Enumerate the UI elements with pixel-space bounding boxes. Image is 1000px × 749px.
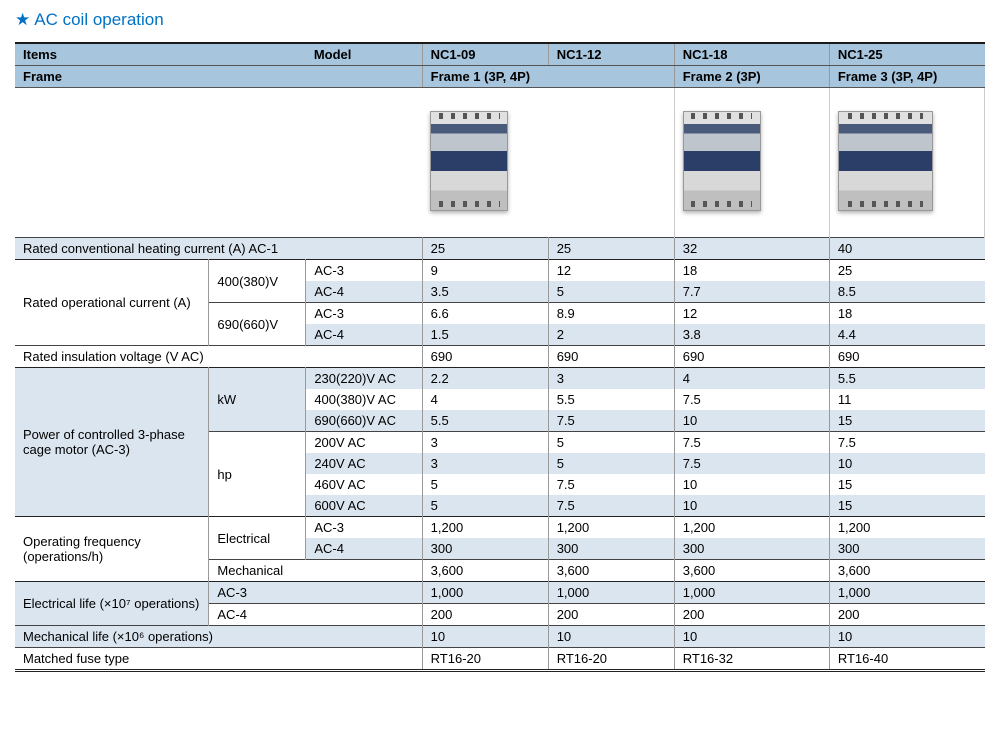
hdr-nc12: NC1-12 [548, 43, 674, 66]
star-icon: ★ [15, 10, 30, 29]
row-roc-1: Rated operational current (A) 400(380)V … [15, 260, 985, 282]
hdr-frame2: Frame 2 (3P) [674, 66, 829, 88]
image-row [15, 88, 985, 238]
section-title: ★AC coil operation [15, 10, 985, 30]
hdr-frame: Frame [15, 66, 422, 88]
hdr-nc25: NC1-25 [829, 43, 984, 66]
row-rchc: Rated conventional heating current (A) A… [15, 238, 985, 260]
header-row-1: Items Model NC1-09 NC1-12 NC1-18 NC1-25 [15, 43, 985, 66]
row-riv: Rated insulation voltage (V AC) 690 690 … [15, 346, 985, 368]
row-pcm-1: Power of controlled 3-phase cage motor (… [15, 368, 985, 390]
spec-table: Items Model NC1-09 NC1-12 NC1-18 NC1-25 … [15, 42, 985, 672]
row-of-1: Operating frequency (operations/h) Elect… [15, 517, 985, 539]
hdr-frame3: Frame 3 (3P, 4P) [829, 66, 984, 88]
header-row-2: Frame Frame 1 (3P, 4P) Frame 2 (3P) Fram… [15, 66, 985, 88]
contactor-image-2 [683, 111, 761, 211]
hdr-frame1: Frame 1 (3P, 4P) [422, 66, 674, 88]
row-ml: Mechanical life (×10⁶ operations) 10 10 … [15, 626, 985, 648]
hdr-nc18: NC1-18 [674, 43, 829, 66]
hdr-items: Items [15, 43, 306, 66]
row-mf: Matched fuse type RT16-20 RT16-20 RT16-3… [15, 648, 985, 671]
contactor-image-3 [838, 111, 933, 211]
hdr-model: Model [306, 43, 422, 66]
contactor-image-1 [430, 111, 508, 211]
hdr-nc09: NC1-09 [422, 43, 548, 66]
row-el-1: Electrical life (×10⁷ operations) AC-3 1… [15, 582, 985, 604]
